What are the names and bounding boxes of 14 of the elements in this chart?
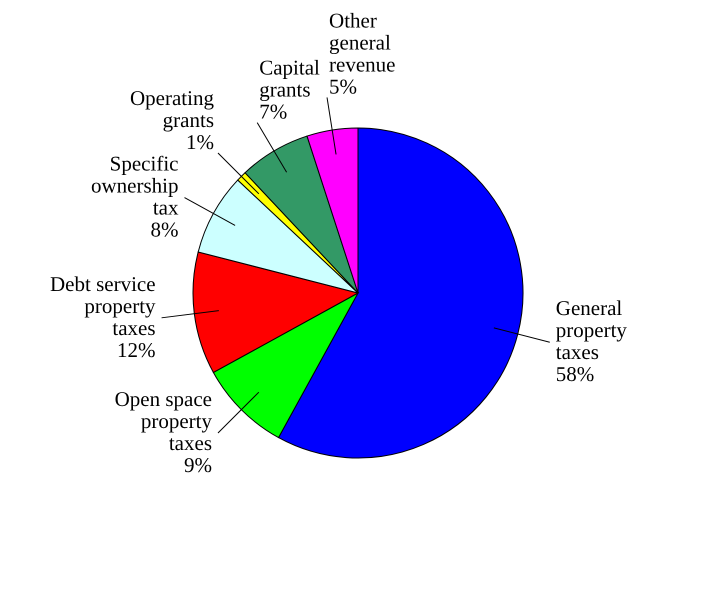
slice-label: Other general revenue [329, 8, 396, 76]
data-label: 8% [150, 218, 178, 242]
data-label: 9% [184, 453, 212, 478]
slice-label: Specific ownership tax [90, 152, 179, 220]
data-label: 5% [329, 74, 358, 98]
data-label: 7% [259, 100, 288, 124]
slice-label: General property taxes [556, 296, 628, 364]
slice-label: Capital grants [259, 56, 320, 102]
slice-label: Operating grants [130, 86, 214, 132]
slice-label: Open space property taxes [114, 387, 212, 456]
data-label: 58% [556, 362, 594, 386]
data-label: 12% [117, 338, 156, 362]
slice-label: Debt service property taxes [50, 272, 156, 340]
data-label: 1% [186, 130, 214, 154]
